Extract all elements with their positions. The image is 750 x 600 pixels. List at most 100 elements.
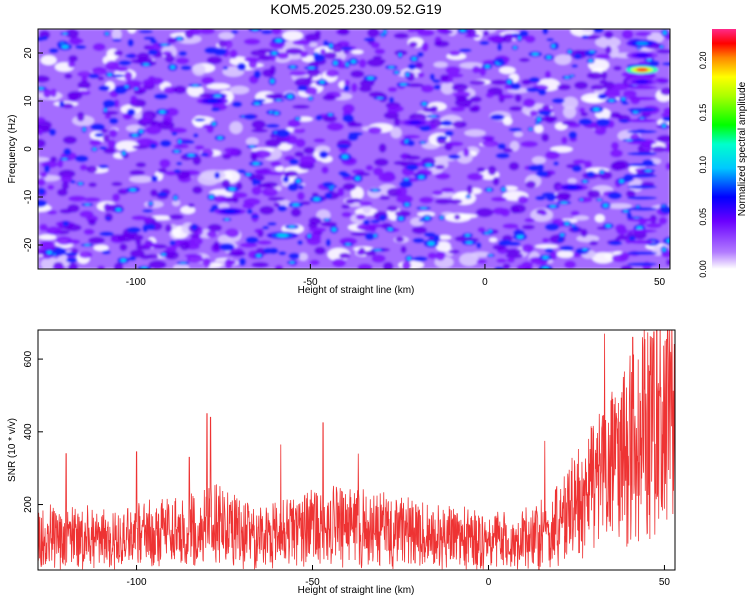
heatmap-cell [417, 72, 425, 78]
heatmap-cell [529, 76, 540, 83]
heatmap-cell [570, 210, 580, 217]
heatmap-cell [76, 111, 85, 122]
heatmap-cell [282, 176, 290, 183]
heatmap-cell [150, 189, 158, 197]
heatmap-cell [607, 191, 622, 200]
heatmap-cell [345, 243, 351, 246]
heatmap-cell [78, 182, 83, 185]
heatmap-cell [159, 110, 166, 114]
heatmap-cell [408, 41, 418, 48]
heatmap-cell [373, 234, 377, 238]
heatmap-cell [46, 250, 53, 255]
heatmap-cell [39, 223, 48, 232]
heatmap-cell [246, 208, 253, 215]
heatmap-cell [251, 261, 269, 268]
heatmap-cell [595, 53, 611, 60]
heatmap-cell [139, 254, 152, 260]
heatmap-cell [38, 178, 46, 186]
heatmap-cell [540, 115, 558, 122]
heatmap-cell [355, 214, 366, 220]
heatmap-cell [337, 187, 345, 197]
heatmap-cell [149, 143, 157, 150]
heatmap-cell [223, 147, 240, 154]
heatmap-cell [75, 45, 87, 50]
heatmap-feature-peak [276, 233, 289, 238]
heatmap-cell [665, 162, 670, 171]
heatmap-cell [88, 236, 106, 244]
heatmap-cell [213, 195, 228, 203]
heatmap-cell [454, 98, 473, 108]
heatmap-feature-peak [566, 185, 579, 190]
heatmap-cell [257, 183, 272, 188]
heatmap-cell [120, 258, 127, 263]
heatmap-cell [105, 32, 109, 35]
heatmap-cell [340, 173, 351, 178]
heatmap-cell [440, 120, 453, 127]
heatmap-cell [424, 232, 436, 238]
heatmap-cell [584, 160, 593, 169]
heatmap-cell [345, 198, 355, 205]
heatmap-low-patch [350, 186, 364, 200]
heatmap-cell [479, 66, 487, 77]
heatmap-cell [535, 195, 546, 201]
heatmap-cell [358, 85, 372, 93]
heatmap-cell [525, 180, 536, 189]
heatmap-cell [393, 117, 401, 127]
heatmap-cell [171, 131, 178, 136]
heatmap-cell [43, 164, 51, 173]
heatmap-cell [491, 196, 507, 202]
heatmap-cell [441, 187, 455, 193]
heatmap-cell [387, 227, 393, 231]
heatmap-cell [265, 123, 280, 128]
heatmap-cell [273, 202, 281, 208]
heatmap-cell [49, 128, 57, 136]
heatmap-cell [320, 48, 326, 55]
heatmap-cell [568, 50, 572, 54]
snr-x-tick-label: 0 [486, 577, 492, 588]
heatmap-cell [490, 79, 508, 86]
heatmap-cell [56, 188, 68, 197]
heatmap-low-patch [229, 85, 250, 95]
heatmap-cell [287, 183, 299, 192]
heatmap-cell [436, 29, 450, 34]
heatmap-cell [307, 234, 311, 238]
heatmap-cell [224, 40, 233, 49]
heatmap-cell [571, 64, 579, 68]
heatmap-cell [589, 50, 595, 53]
heatmap-cell [294, 77, 312, 87]
heatmap-cell [260, 29, 273, 35]
heatmap-cell [148, 75, 156, 82]
heatmap-cell [513, 46, 517, 49]
heatmap-cell [537, 117, 541, 122]
heatmap-cell [399, 83, 407, 86]
heatmap-cell [64, 252, 78, 257]
heatmap-cell [311, 192, 319, 197]
heatmap-cell [295, 117, 300, 120]
heatmap-cell [104, 108, 107, 112]
heatmap-cell [38, 87, 44, 90]
heatmap-cell [459, 48, 472, 53]
heatmap-cell [69, 36, 82, 46]
heatmap-cell [244, 57, 260, 63]
heatmap-cell [383, 111, 400, 120]
heatmap-cell [374, 48, 386, 55]
heatmap-cell [475, 207, 494, 218]
heatmap-cell [394, 71, 399, 74]
heatmap-feature-peak [636, 41, 649, 46]
heatmap-cell [65, 223, 82, 232]
heatmap-low-patch [180, 205, 196, 215]
heatmap-cell [47, 210, 58, 215]
heatmap-cell [271, 51, 277, 55]
heatmap-cell [627, 218, 658, 222]
heatmap-cell [109, 129, 118, 138]
heatmap-cell [542, 29, 549, 35]
heatmap-cell [505, 252, 523, 259]
heatmap-cell [173, 196, 178, 200]
heatmap-cell [75, 155, 89, 163]
heatmap-cell [239, 242, 258, 248]
heatmap-cell [297, 85, 308, 92]
heatmap-cell [188, 29, 201, 36]
heatmap-cell [399, 180, 413, 188]
heatmap-cell [436, 135, 448, 140]
heatmap-cell [164, 54, 175, 63]
